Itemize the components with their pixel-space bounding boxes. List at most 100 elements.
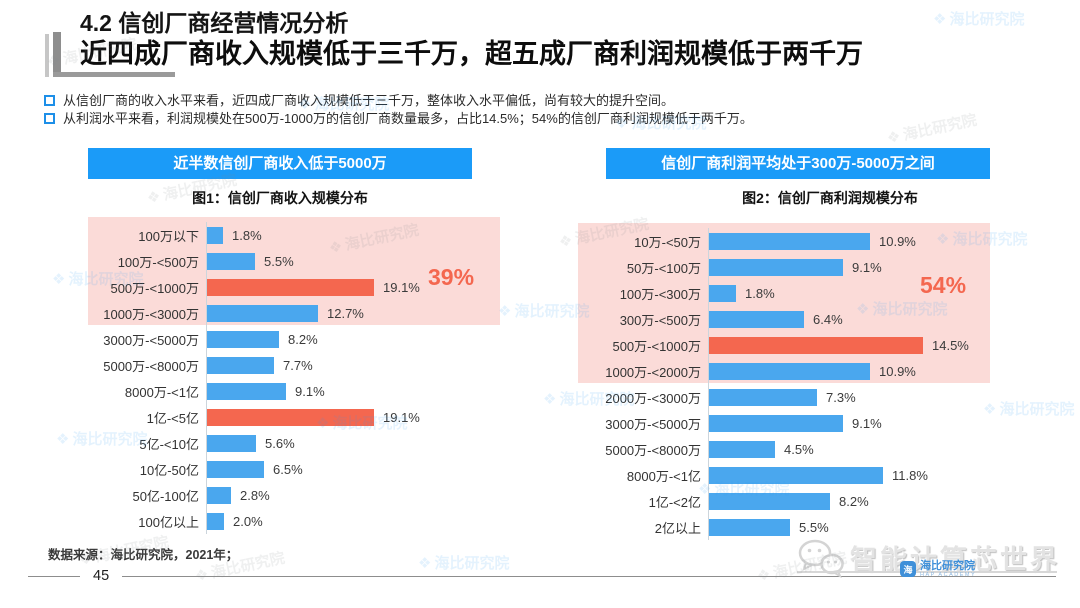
category-label: 3000万-<5000万 bbox=[103, 332, 199, 348]
haibi-logo-cn: 海比研究院 bbox=[920, 560, 975, 572]
bar-track: 12.7% bbox=[206, 300, 364, 326]
category-label: 1000万-<3000万 bbox=[103, 306, 199, 322]
chart-row: 300万-<500万 6.4% bbox=[578, 306, 990, 332]
bar-track: 2.8% bbox=[206, 482, 270, 508]
bar bbox=[207, 356, 274, 374]
haibi-watermark-text: 海比研究院 bbox=[999, 401, 1075, 418]
haibi-logo: 海 海比研究院 HAP ACADEMY bbox=[900, 561, 976, 579]
bullet-square-icon bbox=[44, 95, 55, 106]
bar bbox=[709, 362, 870, 380]
haibi-logo-icon: 海 bbox=[900, 561, 916, 577]
bar-rows: 100万以下 1.8% 100万-<500万 5.5% 500万-<1000万 19.1%… bbox=[88, 222, 500, 534]
value-label: 12.7% bbox=[327, 305, 364, 321]
value-label: 11.8% bbox=[892, 467, 928, 483]
bar bbox=[709, 232, 870, 250]
chart-row: 3000万-<5000万 9.1% bbox=[578, 410, 990, 436]
category-label: 5000万-<8000万 bbox=[103, 358, 199, 374]
haibi-watermark-icon: ❖ bbox=[933, 11, 947, 28]
bar-track: 2.0% bbox=[206, 508, 263, 534]
bar bbox=[207, 460, 264, 478]
value-label: 5.6% bbox=[265, 435, 295, 451]
chart-row: 10万-<50万 10.9% bbox=[578, 228, 990, 254]
bar-track: 5.5% bbox=[206, 248, 294, 274]
bar-track: 8.2% bbox=[206, 326, 318, 352]
bar bbox=[207, 278, 374, 296]
haibi-watermark-icon: ❖ bbox=[56, 431, 70, 448]
haibi-watermark-icon: ❖ bbox=[885, 127, 903, 148]
chart-row: 1亿-<5亿 19.1% bbox=[88, 404, 500, 430]
bullet-text: 从信创厂商的收入水平来看，近四成厂商收入规模低于三千万，整体收入水平偏低，尚有较… bbox=[63, 93, 675, 108]
category-label: 500万-<1000万 bbox=[110, 280, 199, 296]
value-label: 1.8% bbox=[232, 227, 262, 243]
haibi-watermark-icon: ❖ bbox=[498, 303, 512, 320]
haibi-watermark-icon: ❖ bbox=[543, 391, 557, 408]
category-label: 3000万-<5000万 bbox=[605, 416, 701, 432]
profit-banner: 信创厂商利润平均处于300万-5000万之间 bbox=[606, 148, 990, 179]
bar bbox=[207, 486, 231, 504]
chart-row: 1亿-<2亿 8.2% bbox=[578, 488, 990, 514]
haibi-watermark-icon: ❖ bbox=[557, 231, 575, 252]
bar-track: 4.5% bbox=[708, 436, 814, 462]
chart-row: 8000万-<1亿 9.1% bbox=[88, 378, 500, 404]
revenue-chart-panel: 近半数信创厂商收入低于5000万 图1：信创厂商收入规模分布 39% 100万以… bbox=[88, 148, 500, 568]
value-label: 2.0% bbox=[233, 513, 263, 529]
value-label: 8.2% bbox=[288, 331, 318, 347]
haibi-watermark-icon: ❖ bbox=[52, 271, 66, 288]
profit-plot: 54% 10万-<50万 10.9% 50万-<100万 9.1% 100万-<300万… bbox=[578, 223, 990, 540]
haibi-watermark: ❖海比研究院 bbox=[933, 8, 1024, 29]
category-label: 100亿以上 bbox=[138, 514, 199, 530]
bar bbox=[709, 492, 830, 510]
bar-track: 10.9% bbox=[708, 358, 916, 384]
highlight-annotation: 39% bbox=[428, 264, 475, 290]
revenue-plot: 39% 100万以下 1.8% 100万-<500万 5.5% 500万-<1000万 1… bbox=[88, 217, 500, 534]
section-title: 4.2 信创厂商经营情况分析 bbox=[80, 10, 349, 36]
bar bbox=[207, 252, 255, 270]
category-label: 100万以下 bbox=[138, 228, 199, 244]
chart-row: 3000万-<5000万 8.2% bbox=[88, 326, 500, 352]
chart-row: 100万-<500万 5.5% bbox=[88, 248, 500, 274]
bar bbox=[207, 226, 223, 244]
category-label: 500万-<1000万 bbox=[612, 338, 701, 354]
footer-rule-right bbox=[122, 575, 1056, 577]
profit-chart-caption: 图2：信创厂商利润规模分布 bbox=[742, 190, 918, 206]
category-label: 10亿-50亿 bbox=[139, 462, 199, 478]
bullet-item: 从利润水平来看，利润规模处在500万-1000万的信创厂商数量最多，占比14.5… bbox=[44, 110, 753, 128]
category-label: 5亿-<10亿 bbox=[139, 436, 199, 452]
chart-row: 2亿以上 5.5% bbox=[578, 514, 990, 540]
bar bbox=[709, 258, 843, 276]
headline: 近四成厂商收入规模低于三千万，超五成厂商利润规模低于两千万 bbox=[80, 39, 863, 69]
chart-row: 5000万-<8000万 4.5% bbox=[578, 436, 990, 462]
footer-rule-left bbox=[28, 575, 80, 577]
bar bbox=[709, 466, 883, 484]
category-label: 1亿-<5亿 bbox=[146, 410, 199, 426]
value-label: 9.1% bbox=[852, 259, 882, 275]
chart-row: 8000万-<1亿 11.8% bbox=[578, 462, 990, 488]
chart-row: 100万以下 1.8% bbox=[88, 222, 500, 248]
value-label: 7.3% bbox=[826, 389, 856, 405]
bar bbox=[709, 310, 804, 328]
highlight-band bbox=[578, 223, 990, 383]
chart-row: 5亿-<10亿 5.6% bbox=[88, 430, 500, 456]
profit-chart-panel: 信创厂商利润平均处于300万-5000万之间 图2：信创厂商利润规模分布 54%… bbox=[578, 148, 990, 568]
bar bbox=[709, 440, 775, 458]
bullet-square-icon bbox=[44, 113, 55, 124]
value-label: 19.1% bbox=[383, 279, 420, 295]
bar bbox=[709, 388, 817, 406]
chart-row: 100亿以上 2.0% bbox=[88, 508, 500, 534]
bar-track: 19.1% bbox=[206, 404, 420, 430]
bottom-logo-underline bbox=[797, 571, 1057, 573]
accent-underline bbox=[53, 72, 175, 77]
chart-row: 500万-<1000万 14.5% bbox=[578, 332, 990, 358]
category-label: 100万-<300万 bbox=[619, 286, 701, 302]
chart-row: 50万-<100万 9.1% bbox=[578, 254, 990, 280]
category-label: 100万-<500万 bbox=[117, 254, 199, 270]
bar-track: 7.7% bbox=[206, 352, 313, 378]
chart-row: 50亿-100亿 2.8% bbox=[88, 482, 500, 508]
chart-row: 500万-<1000万 19.1% bbox=[88, 274, 500, 300]
bar-track: 6.4% bbox=[708, 306, 843, 332]
chart-row: 5000万-<8000万 7.7% bbox=[88, 352, 500, 378]
bar bbox=[207, 304, 318, 322]
chart-row: 1000万-<2000万 10.9% bbox=[578, 358, 990, 384]
bar bbox=[207, 512, 224, 530]
category-label: 5000万-<8000万 bbox=[605, 442, 701, 458]
